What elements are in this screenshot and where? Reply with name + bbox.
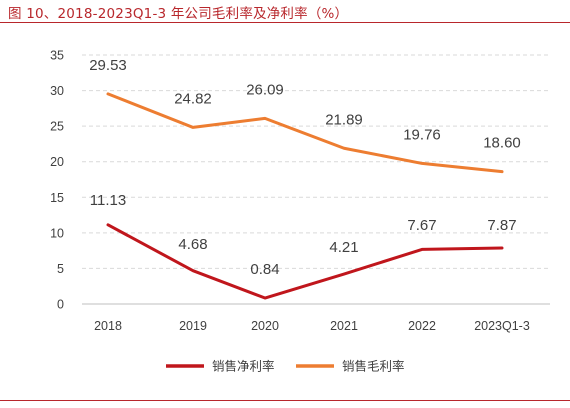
y-tick-label: 15 xyxy=(50,191,64,205)
series-line-1 xyxy=(106,92,504,174)
top-divider xyxy=(0,22,570,23)
legend-label: 销售净利率 xyxy=(212,359,275,374)
x-tick-label: 2023Q1-3 xyxy=(474,319,530,333)
data-label: 26.09 xyxy=(246,81,284,98)
y-tick-label: 25 xyxy=(50,120,64,134)
figure-title: 图 10、2018-2023Q1-3 年公司毛利率及净利率（%） xyxy=(8,6,349,22)
x-tick-label: 2019 xyxy=(179,319,207,333)
legend: 销售净利率 销售毛利率 xyxy=(166,359,405,374)
x-tick-label: 2021 xyxy=(330,319,358,333)
data-label: 21.89 xyxy=(325,111,363,128)
x-tick-label: 2022 xyxy=(408,319,436,333)
x-tick-label: 2020 xyxy=(251,319,279,333)
x-tick-label: 2018 xyxy=(94,319,122,333)
data-label: 19.76 xyxy=(403,126,441,143)
data-label: 4.68 xyxy=(178,236,207,253)
data-label: 11.13 xyxy=(90,192,126,209)
data-label: 29.53 xyxy=(89,57,127,74)
y-tick-label: 30 xyxy=(50,84,64,98)
gridlines xyxy=(82,54,550,305)
y-tick-label: 5 xyxy=(57,262,64,276)
x-axis: 2018 2019 2020 2021 2022 2023Q1-3 xyxy=(94,319,530,333)
legend-label: 销售毛利率 xyxy=(342,359,405,374)
data-label: 18.60 xyxy=(483,135,521,152)
y-tick-label: 0 xyxy=(57,298,64,312)
y-tick-label: 35 xyxy=(50,49,64,63)
data-label: 7.87 xyxy=(487,217,516,234)
y-tick-label: 10 xyxy=(50,226,64,240)
data-label: 24.82 xyxy=(174,90,212,107)
y-tick-label: 20 xyxy=(50,155,64,169)
series-line-0 xyxy=(106,223,504,300)
series-lines xyxy=(106,92,504,300)
bottom-divider xyxy=(0,400,570,401)
y-axis: 0 5 10 15 20 25 30 35 xyxy=(50,49,64,312)
data-label: 0.84 xyxy=(250,261,279,278)
data-label: 7.67 xyxy=(407,217,436,234)
data-labels: 11.13 4.68 0.84 4.21 7.67 7.87 29.53 24.82 26.09… xyxy=(89,57,521,278)
data-label: 4.21 xyxy=(329,239,358,256)
